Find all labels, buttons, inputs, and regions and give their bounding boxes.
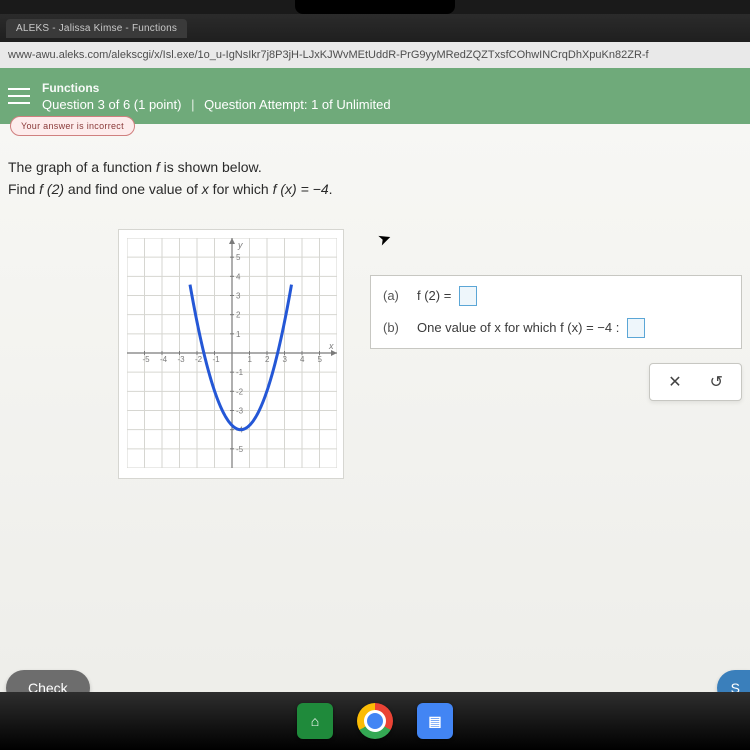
chrome-icon[interactable]: [357, 703, 393, 739]
url-bar[interactable]: www-awu.aleks.com/alekscgi/x/Isl.exe/1o_…: [0, 42, 750, 68]
cursor-icon: ➤: [375, 227, 394, 250]
pt-2x: x: [202, 181, 209, 197]
svg-text:3: 3: [236, 291, 241, 300]
pt-2c: for which: [209, 181, 273, 197]
svg-text:5: 5: [236, 253, 241, 262]
pt-1a: The graph of a function: [8, 159, 156, 175]
url-text: www-awu.aleks.com/alekscgi/x/Isl.exe/1o_…: [8, 49, 649, 61]
svg-text:4: 4: [236, 272, 241, 281]
answer-a-input[interactable]: [459, 286, 477, 306]
graph-panel: -5-4-3-2-112345-5-4-3-2-112345xy: [118, 229, 344, 479]
ab-fx: f (x) = −4 :: [560, 320, 619, 335]
pt-2d: .: [329, 181, 333, 197]
svg-text:-5: -5: [143, 355, 151, 364]
svg-text:-4: -4: [160, 355, 168, 364]
pt-2b: and find one value of: [64, 181, 202, 197]
header-separator: |: [191, 97, 194, 112]
svg-text:5: 5: [318, 355, 323, 364]
pt-2fx: f (x) = −4: [273, 181, 329, 197]
svg-text:x: x: [328, 341, 334, 351]
svg-text:1: 1: [236, 330, 241, 339]
menu-icon[interactable]: [8, 88, 30, 104]
answer-b-label: (b): [383, 320, 409, 335]
pt-1b: is shown below.: [160, 159, 262, 175]
ab-b: for which: [501, 320, 560, 335]
svg-text:y: y: [237, 240, 243, 250]
svg-text:1: 1: [248, 355, 253, 364]
attempt-text: Question Attempt: 1 of Unlimited: [204, 97, 390, 112]
content-area: Your answer is incorrect The graph of a …: [0, 124, 750, 692]
answer-box: (a) f (2) = (b) One value of x for which…: [370, 275, 742, 349]
pt-2a: Find: [8, 181, 39, 197]
svg-text:-3: -3: [178, 355, 186, 364]
svg-text:-1: -1: [236, 368, 244, 377]
camera-notch: [295, 0, 455, 14]
undo-button[interactable]: ↺: [710, 372, 723, 392]
header-question-line: Question 3 of 6 (1 point) | Question Att…: [42, 97, 391, 112]
problem-statement: The graph of a function f is shown below…: [8, 156, 742, 201]
svg-text:-2: -2: [236, 387, 244, 396]
svg-text:3: 3: [283, 355, 288, 364]
svg-text:-3: -3: [236, 406, 244, 415]
browser-tab-bar: ALEKS - Jalissa Kimse - Functions: [0, 14, 750, 42]
feedback-pill: Your answer is incorrect: [10, 116, 135, 136]
taskbar: ⌂ ▤: [0, 692, 750, 750]
svg-text:4: 4: [300, 355, 305, 364]
question-progress: Question 3 of 6 (1 point): [42, 97, 181, 112]
svg-text:2: 2: [265, 355, 270, 364]
answer-row-a: (a) f (2) =: [383, 286, 729, 306]
answer-row-b: (b) One value of x for which f (x) = −4 …: [383, 318, 729, 338]
answer-a-label: (a): [383, 288, 409, 303]
svg-text:-5: -5: [236, 445, 244, 454]
svg-text:-1: -1: [213, 355, 221, 364]
browser-tab[interactable]: ALEKS - Jalissa Kimse - Functions: [6, 19, 187, 38]
answer-a-text: f (2) =: [417, 288, 451, 303]
svg-text:-2: -2: [195, 355, 203, 364]
header-section: Functions: [42, 81, 391, 95]
clear-button[interactable]: ✕: [668, 372, 681, 392]
tool-pill: ✕ ↺: [649, 363, 742, 401]
svg-text:2: 2: [236, 310, 241, 319]
answer-b-input[interactable]: [627, 318, 645, 338]
graph-svg: -5-4-3-2-112345-5-4-3-2-112345xy: [127, 238, 337, 468]
classroom-icon[interactable]: ⌂: [297, 703, 333, 739]
ab-a: One value of: [417, 320, 494, 335]
docs-icon[interactable]: ▤: [417, 703, 453, 739]
pt-2f2: f (2): [39, 181, 64, 197]
